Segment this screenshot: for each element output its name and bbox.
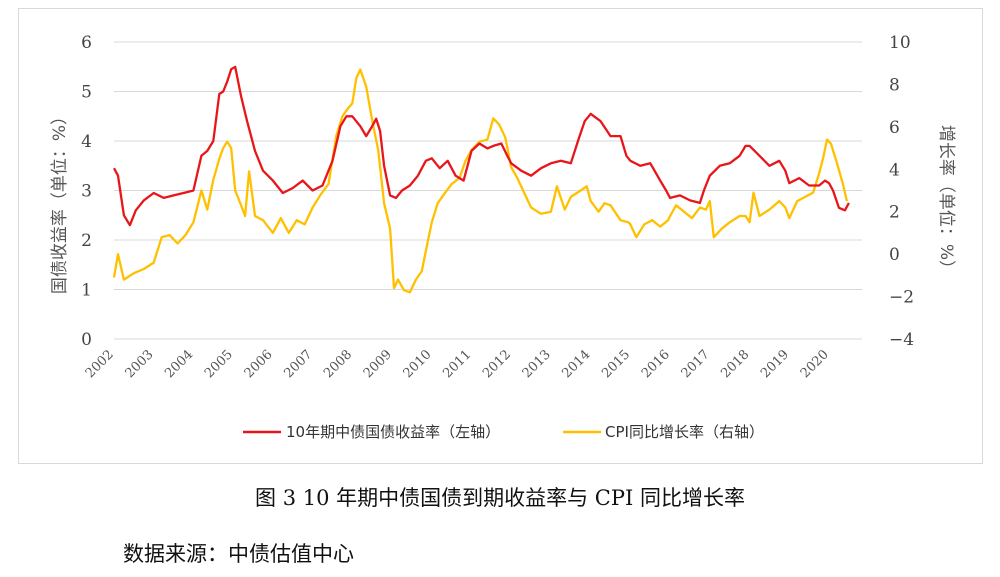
x-tick-label: 2018 [718,347,752,381]
right-tick-label: −2 [889,288,914,308]
right-tick-label: 8 [889,75,900,95]
legend-label-cpi: CPI同比增长率（右轴） [605,423,764,441]
x-tick-label: 2011 [440,347,474,381]
x-tick-label: 2012 [480,347,514,381]
x-tick-label: 2007 [281,347,315,381]
right-axis-label: 增长率（单位：%） [936,125,956,277]
right-axis-ticks: −4 −2 0 2 4 6 8 10 [889,33,914,350]
left-axis-ticks: 0 1 2 3 4 5 6 [81,33,92,350]
left-tick-label: 2 [81,231,92,251]
x-tick-label: 2002 [83,347,117,381]
left-tick-label: 3 [81,182,92,202]
data-source: 数据来源：中债估值中心 [123,542,354,566]
x-tick-label: 2010 [401,347,435,381]
right-tick-label: 2 [889,203,900,223]
left-tick-label: 0 [81,330,92,350]
x-tick-label: 2003 [123,347,157,381]
right-tick-label: 0 [889,245,900,265]
legend: 10年期中债国债收益率（左轴） CPI同比增长率（右轴） [243,423,764,441]
x-tick-label: 2016 [639,347,673,381]
left-axis-label: 国债收益率（单位：%） [50,108,70,294]
x-tick-label: 2019 [758,347,792,381]
x-tick-label: 2014 [559,347,593,381]
figure-caption: 图 3 10 年期中债国债到期收益率与 CPI 同比增长率 [255,486,745,510]
x-tick-label: 2006 [242,347,276,381]
chart-frame: 0 1 2 3 4 5 6 −4 −2 0 2 4 6 8 10 2002 2003 2004 2005 2006… [18,8,983,464]
x-tick-label: 2020 [798,347,832,381]
gridlines [114,41,862,340]
right-tick-label: 10 [889,33,911,53]
x-axis-ticks: 2002 2003 2004 2005 2006 2007 2008 2009 2010 2011… [83,347,832,381]
x-tick-label: 2004 [162,347,196,381]
series-line-yield [112,65,850,227]
left-tick-label: 1 [81,281,92,301]
left-tick-label: 4 [81,132,92,152]
x-tick-label: 2015 [599,347,633,381]
x-tick-label: 2009 [361,347,395,381]
right-tick-label: 6 [889,118,900,138]
x-tick-label: 2017 [679,347,713,381]
x-tick-label: 2008 [321,347,355,381]
series-line-cpi [112,68,849,294]
x-tick-label: 2005 [202,347,236,381]
line-chart: 0 1 2 3 4 5 6 −4 −2 0 2 4 6 8 10 2002 2003 2004 2005 2006… [50,33,956,441]
x-tick-label: 2013 [520,347,554,381]
right-tick-label: −4 [889,330,914,350]
series-lines [112,65,850,294]
legend-label-yield: 10年期中债国债收益率（左轴） [286,423,500,441]
left-tick-label: 6 [81,33,92,53]
left-tick-label: 5 [81,83,92,103]
right-tick-label: 4 [889,160,900,180]
